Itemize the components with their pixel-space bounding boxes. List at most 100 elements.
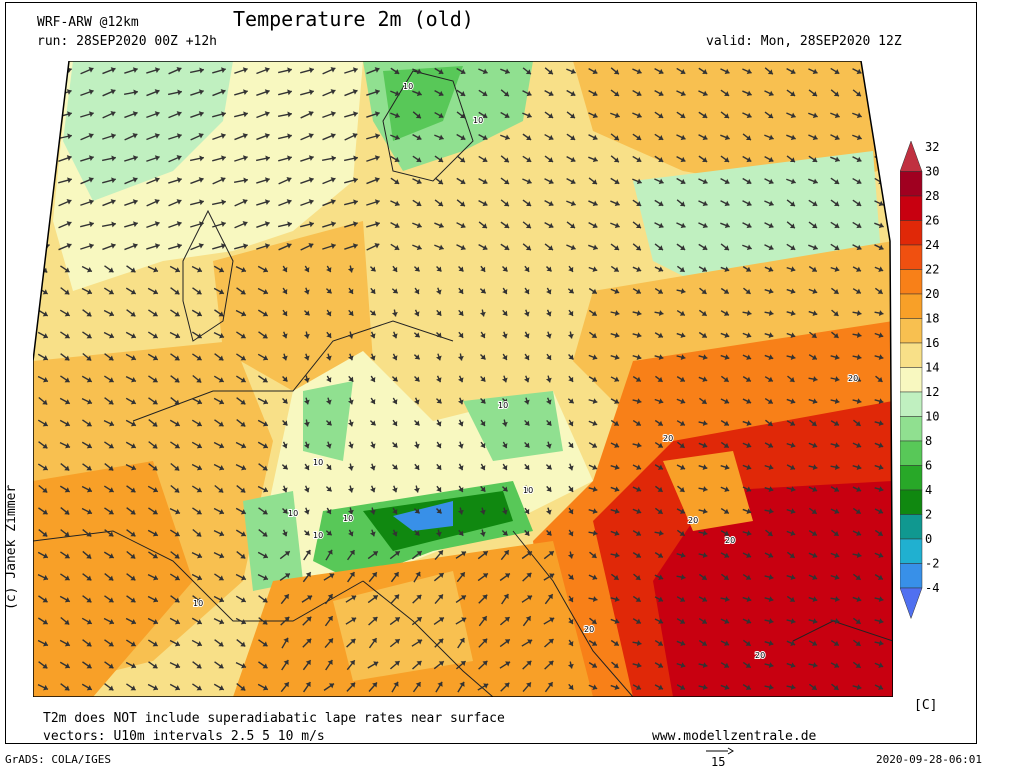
wind-arrow xyxy=(190,89,204,96)
colorbar-unit: [C] xyxy=(914,698,938,713)
wind-arrow xyxy=(170,397,180,405)
wind-arrow xyxy=(213,397,225,405)
wind-arrow xyxy=(391,376,399,382)
contour-labels: 10 10 10 10 10 10 10 10 10 20 20 20 20 20 20 xyxy=(192,81,859,661)
wind-arrow xyxy=(436,309,442,317)
wind-arrow xyxy=(524,529,530,537)
wind-arrow xyxy=(568,265,574,273)
wind-arrow xyxy=(414,420,420,426)
wind-arrow xyxy=(654,68,664,75)
wind-arrow xyxy=(212,199,226,206)
wind-arrow xyxy=(124,133,138,141)
wind-arrow xyxy=(521,550,533,560)
wind-arrow xyxy=(191,419,203,427)
wind-arrow xyxy=(58,155,72,162)
wind-arrow xyxy=(786,551,796,559)
wind-arrow xyxy=(412,660,422,670)
wind-arrow xyxy=(322,89,336,97)
wind-arrow xyxy=(874,552,884,558)
wind-arrow xyxy=(347,419,354,427)
wind-arrow xyxy=(278,89,292,96)
wind-arrow xyxy=(500,68,510,75)
wind-arrow xyxy=(808,442,818,448)
wind-arrow xyxy=(742,68,752,75)
wind-arrow xyxy=(191,397,203,405)
wind-arrow xyxy=(830,287,840,295)
wind-arrow xyxy=(654,199,664,207)
wind-arrow xyxy=(568,463,574,471)
wind-arrow xyxy=(301,595,313,603)
wind-arrow xyxy=(478,178,488,185)
grads-label: GrADS: COLA/IGES xyxy=(5,753,111,766)
wind-arrow xyxy=(676,111,686,119)
wind-arrow xyxy=(478,68,488,75)
wind-arrow xyxy=(146,243,160,250)
wind-arrow xyxy=(322,243,336,250)
wind-arrow xyxy=(610,442,620,448)
wind-arrow xyxy=(212,67,226,74)
wind-arrow xyxy=(544,660,554,670)
wind-arrow xyxy=(392,397,398,405)
wind-arrow xyxy=(236,485,246,493)
wind-arrow xyxy=(786,662,796,668)
wind-arrow xyxy=(104,529,114,537)
colorbar-swatch xyxy=(900,171,923,197)
wind-arrow xyxy=(568,507,574,515)
wind-arrow xyxy=(170,484,180,494)
wind-arrow xyxy=(567,551,574,559)
wind-arrow xyxy=(125,353,137,361)
wind-arrow xyxy=(610,684,620,691)
wind-arrow xyxy=(212,243,226,250)
wind-arrow xyxy=(456,89,466,97)
colorbar-swatch xyxy=(900,489,923,515)
wind-arrow xyxy=(830,199,840,207)
wind-arrow xyxy=(546,397,552,405)
wind-arrow xyxy=(632,684,642,690)
wind-arrow xyxy=(214,573,224,581)
wind-arrow xyxy=(36,67,50,74)
wind-arrow xyxy=(874,354,884,361)
wind-arrow xyxy=(101,221,117,228)
wind-arrow xyxy=(258,617,268,625)
wind-arrow xyxy=(764,662,774,669)
wind-arrow xyxy=(676,177,686,185)
wind-arrow xyxy=(742,112,752,119)
wind-arrow xyxy=(256,111,270,119)
wind-arrow xyxy=(38,396,48,406)
wind-arrow xyxy=(256,177,270,184)
wind-arrow xyxy=(831,331,839,339)
wind-arrow xyxy=(236,638,246,648)
wind-arrow xyxy=(808,486,818,492)
wind-arrow xyxy=(80,199,94,206)
wind-arrow xyxy=(458,397,464,405)
wind-arrow xyxy=(147,639,159,647)
wind-arrow xyxy=(325,549,333,561)
wind-arrow xyxy=(190,177,204,185)
wind-arrow xyxy=(588,112,598,119)
wind-arrow xyxy=(146,177,160,185)
wind-arrow xyxy=(324,638,334,648)
wind-arrow xyxy=(764,244,774,251)
wind-arrow xyxy=(654,574,664,580)
wind-arrow xyxy=(213,287,225,295)
wind-arrow xyxy=(304,265,310,273)
wind-arrow xyxy=(102,133,116,140)
wind-arrow xyxy=(81,287,93,295)
wind-arrow xyxy=(764,67,774,75)
model-label: WRF-ARW @12km xyxy=(37,15,139,30)
wind-arrow xyxy=(764,90,774,97)
wind-arrow xyxy=(413,508,421,514)
wind-arrow xyxy=(874,596,884,603)
wind-arrow xyxy=(545,375,552,383)
wind-arrow xyxy=(235,529,247,537)
wind-arrow xyxy=(676,596,686,602)
wind-arrow xyxy=(654,618,664,624)
wind-arrow xyxy=(676,288,686,295)
wind-arrow xyxy=(190,133,204,141)
wind-arrow xyxy=(347,331,354,339)
contour-label: 10 xyxy=(403,82,413,91)
wind-arrow xyxy=(82,352,92,362)
wind-arrow xyxy=(212,89,226,97)
wind-arrow xyxy=(610,67,620,75)
wind-arrow xyxy=(742,464,752,470)
